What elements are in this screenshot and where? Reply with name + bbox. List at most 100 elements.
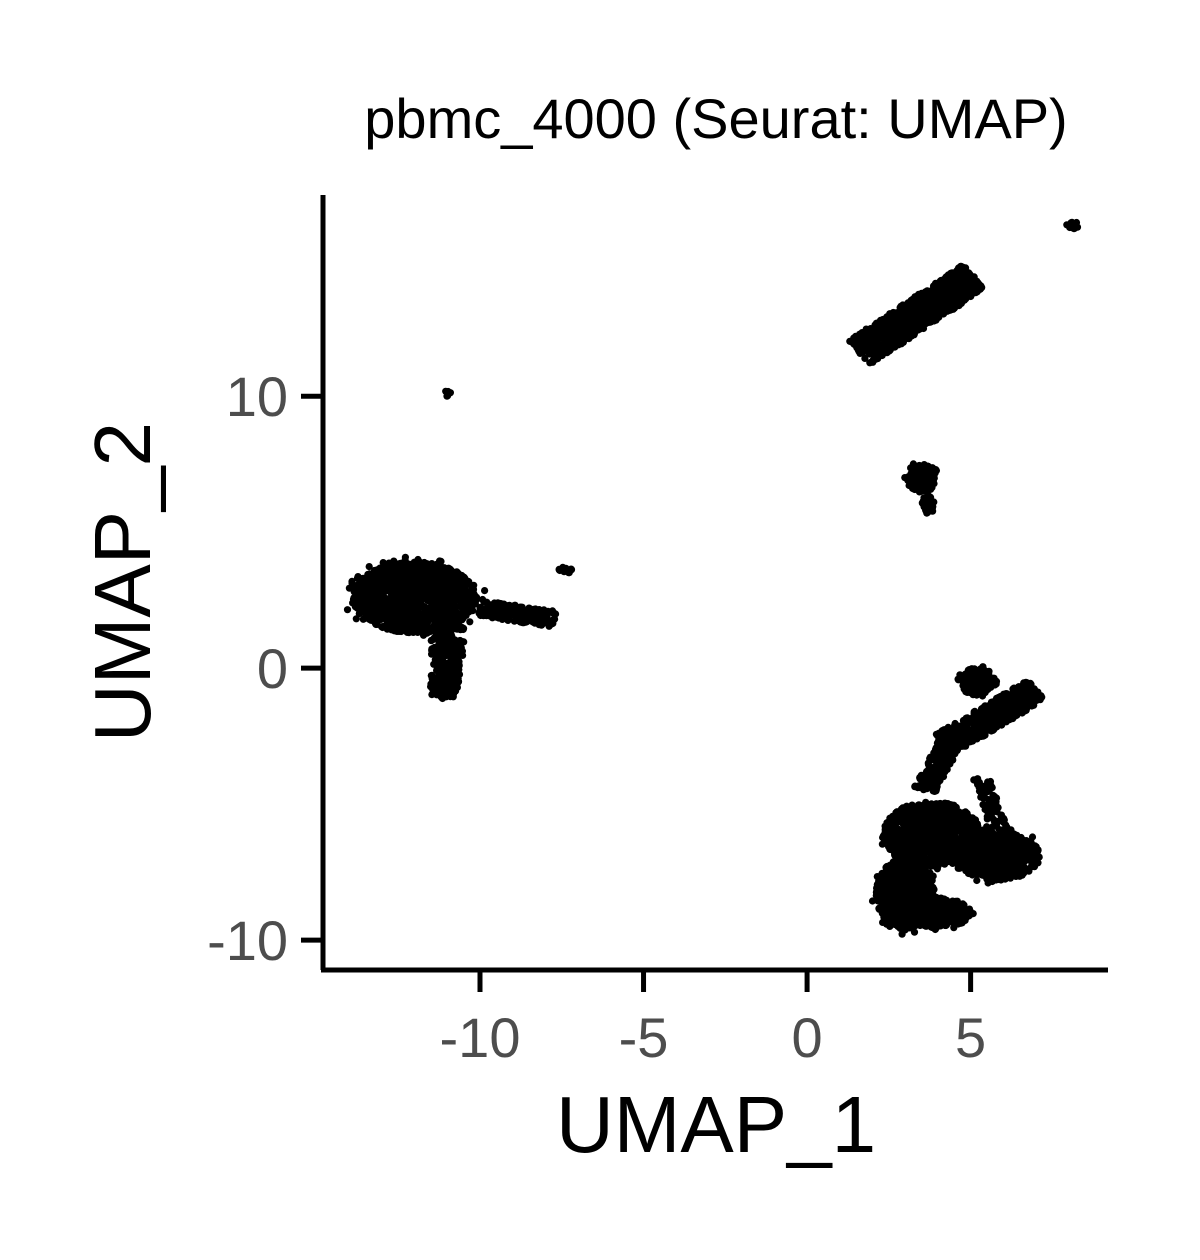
data-point: [925, 888, 933, 896]
data-point: [458, 623, 466, 631]
data-point: [904, 476, 912, 484]
data-point: [963, 821, 971, 829]
data-point: [398, 570, 406, 578]
data-point: [899, 844, 907, 853]
data-point: [925, 312, 933, 320]
data-point: [862, 332, 870, 341]
data-point: [354, 582, 362, 590]
data-point: [964, 814, 972, 822]
data-point: [939, 310, 948, 318]
data-point: [923, 882, 931, 890]
data-point: [947, 833, 955, 841]
data-point: [973, 287, 981, 295]
data-point: [353, 574, 362, 582]
data-point: [1066, 223, 1074, 232]
data-point: [401, 619, 409, 627]
data-point: [894, 891, 902, 899]
data-point: [970, 273, 978, 281]
data-point: [883, 875, 891, 883]
data-point: [352, 615, 360, 623]
data-point: [951, 303, 959, 311]
data-point: [437, 652, 446, 660]
data-point: [895, 829, 904, 838]
data-point: [343, 606, 352, 614]
data-point: [432, 596, 440, 604]
data-point: [454, 646, 462, 654]
data-point: [867, 345, 875, 353]
data-point: [459, 573, 467, 581]
data-point: [386, 612, 395, 620]
data-point: [505, 614, 513, 622]
data-point: [446, 631, 454, 639]
data-point: [441, 586, 449, 594]
data-point: [446, 389, 454, 397]
data-point: [548, 618, 556, 626]
data-point: [386, 624, 394, 632]
data-point: [397, 600, 405, 609]
data-point: [481, 587, 489, 595]
data-point: [876, 894, 884, 902]
data-point: [921, 292, 929, 300]
data-point: [424, 568, 432, 576]
data-point: [428, 691, 436, 699]
data-point: [924, 462, 933, 471]
data-point: [887, 903, 896, 911]
data-point: [446, 670, 455, 678]
data-point: [451, 572, 459, 581]
data-point: [927, 862, 935, 870]
data-point: [389, 576, 397, 584]
data-point: [873, 331, 881, 339]
data-point: [372, 600, 380, 608]
data-point: [929, 838, 937, 846]
data-point: [922, 838, 931, 846]
data-point: [888, 861, 896, 869]
data-point: [466, 618, 474, 626]
data-point: [397, 627, 405, 636]
data-point: [877, 317, 885, 325]
data-point: [530, 608, 538, 616]
data-point: [962, 279, 970, 287]
data-point: [899, 856, 907, 864]
scatter-points: [343, 218, 1082, 938]
data-point: [410, 596, 418, 604]
data-point: [518, 618, 526, 626]
data-point: [401, 553, 409, 561]
data-point: [921, 829, 929, 837]
data-point: [889, 878, 897, 886]
data-point: [911, 888, 920, 896]
data-point: [435, 639, 443, 647]
data-point: [957, 820, 965, 828]
data-point: [404, 572, 412, 580]
data-point: [434, 609, 442, 617]
data-point: [928, 290, 936, 298]
data-point: [451, 636, 459, 644]
data-point: [392, 626, 400, 634]
data-point: [961, 264, 969, 272]
data-point: [915, 801, 923, 809]
data-point: [451, 605, 459, 614]
data-point: [924, 804, 932, 812]
data-point: [404, 562, 412, 570]
data-point: [435, 615, 443, 624]
data-point: [384, 596, 393, 605]
data-point: [367, 595, 375, 604]
data-point: [456, 590, 464, 598]
data-point: [552, 610, 560, 618]
data-point: [498, 606, 506, 615]
data-point: [910, 331, 918, 339]
data-point: [946, 821, 954, 829]
data-point: [914, 467, 922, 475]
data-point: [469, 607, 477, 615]
data-point: [390, 602, 398, 610]
data-point: [395, 595, 403, 603]
data-point: [494, 614, 503, 622]
data-point: [467, 601, 475, 609]
data-point: [544, 607, 552, 615]
data-point: [890, 333, 898, 341]
data-point: [923, 503, 931, 511]
data-point: [956, 289, 964, 297]
data-point: [397, 613, 405, 621]
data-point: [944, 272, 952, 280]
data-point: [885, 826, 894, 834]
